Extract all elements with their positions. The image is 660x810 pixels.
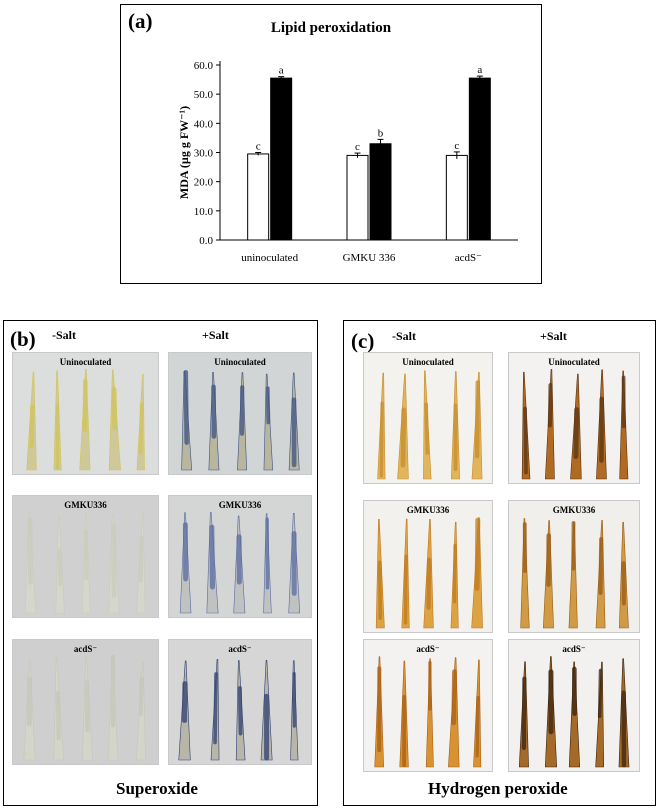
- column-header-minus-salt: -Salt: [392, 329, 416, 343]
- lipid-peroxidation-chart: 0.0 10.0 20.0 30.0 40.0 50.0 60.0 MDA (µg g FW⁻…: [177, 60, 518, 264]
- leaf-stain: [426, 557, 432, 610]
- leaf-stain: [213, 672, 218, 745]
- bar: [369, 143, 392, 241]
- significance-letter: a: [279, 65, 284, 77]
- x-tick-label: acdS⁻: [455, 252, 482, 264]
- significance-letter: b: [378, 127, 384, 139]
- photo-label: Uninoculated: [59, 357, 112, 367]
- leaf-photo: acdS⁻: [508, 639, 640, 772]
- leaf-stain: [424, 402, 429, 455]
- leaf-stain: [111, 523, 117, 599]
- panel-a-label: (a): [128, 9, 153, 33]
- leaf-stain: [111, 386, 118, 431]
- leaf-photo: Uninoculated: [12, 352, 159, 475]
- column-header-plus-salt: +Salt: [540, 329, 567, 343]
- leaf-stain: [475, 695, 480, 758]
- leaf-stain: [237, 686, 243, 736]
- bar: [468, 77, 491, 241]
- photo-label: GMKU336: [64, 500, 107, 510]
- leaf-photo: acdS⁻: [168, 639, 312, 765]
- leaf-stain: [523, 406, 528, 475]
- superoxide-label: Superoxide: [116, 779, 198, 798]
- photo-label: Uninoculated: [548, 357, 600, 367]
- panel-a: (a) Lipid peroxidation 0.0 10.0 20.0 30.0 40…: [120, 4, 542, 284]
- y-tick-label: 60.0: [194, 60, 214, 72]
- bar: [270, 77, 293, 241]
- leaf-stain: [474, 517, 481, 591]
- panel-c: (c) -Salt +Salt Uninoculated Uninoculate…: [343, 320, 656, 806]
- significance-letter: a: [477, 64, 482, 76]
- y-tick-label: 20.0: [194, 177, 214, 189]
- leaf-photo: GMKU336: [363, 500, 493, 633]
- photo-label: acdS⁻: [562, 644, 586, 654]
- leaf-stain: [138, 676, 144, 717]
- leaf-stain: [209, 524, 216, 590]
- chart-title: Lipid peroxidation: [270, 20, 392, 36]
- leaf-photo: Uninoculated: [363, 352, 493, 484]
- leaf-stain: [29, 404, 35, 449]
- y-tick-label: 0.0: [199, 235, 213, 247]
- photo-label: acdS⁻: [416, 644, 440, 654]
- leaf-stain: [474, 380, 481, 459]
- hydrogen-peroxide-label: Hydrogen peroxide: [428, 779, 568, 798]
- leaf-stain: [265, 386, 271, 425]
- leaf-stain: [451, 669, 457, 726]
- leaf-stain: [183, 370, 189, 445]
- significance-letter: c: [454, 140, 459, 152]
- leaf-photo: GMKU336: [12, 495, 159, 618]
- leaf-photo: Uninoculated: [168, 352, 312, 475]
- leaf-stain: [573, 407, 580, 459]
- leaf-stain: [138, 536, 144, 583]
- column-header-plus-salt: +Salt: [202, 328, 229, 342]
- y-tick-label: 50.0: [194, 89, 214, 101]
- leaf-stain: [57, 548, 63, 586]
- leaf-stain: [139, 402, 144, 455]
- panel-b: (b) -Salt +Salt Uninoculated Uninoculate…: [3, 320, 318, 806]
- panel-b-label: (b): [10, 327, 36, 351]
- bar: [445, 154, 468, 241]
- leaf-stain: [547, 382, 553, 428]
- leaf-photo: acdS⁻: [363, 639, 493, 772]
- significance-letter: c: [355, 141, 360, 153]
- leaf-stain: [55, 690, 61, 741]
- x-tick-label: uninoculated: [241, 252, 298, 264]
- leaf-stain: [379, 401, 384, 478]
- leaf-stain: [597, 668, 603, 719]
- leaf-photo: GMKU336: [168, 495, 312, 618]
- y-tick-label: 40.0: [194, 118, 214, 130]
- y-tick-label: 30.0: [194, 148, 214, 160]
- column-header-minus-salt: -Salt: [52, 328, 76, 342]
- photo-label: Uninoculated: [214, 357, 266, 367]
- leaf-stain: [400, 407, 407, 468]
- y-axis-label: MDA (µg g FW⁻¹): [177, 106, 191, 199]
- panel-c-label: (c): [351, 329, 375, 353]
- photo-label: Uninoculated: [402, 357, 454, 367]
- photo-label: GMKU336: [552, 505, 596, 515]
- photo-label: GMKU336: [218, 500, 262, 510]
- leaf-photo: Uninoculated: [508, 352, 640, 484]
- y-tick-label: 10.0: [194, 206, 214, 218]
- leaf-stain: [377, 560, 383, 621]
- leaf-stain: [84, 680, 90, 733]
- leaf-stain: [598, 537, 604, 595]
- x-tick-label: GMKU 336: [343, 252, 396, 264]
- bar: [346, 154, 369, 241]
- photo-label: acdS⁻: [228, 644, 252, 654]
- bar: [247, 153, 270, 241]
- leaf: [520, 518, 530, 629]
- significance-letter: c: [256, 141, 261, 153]
- leaf-photo: acdS⁻: [12, 639, 159, 765]
- leaf-stain: [27, 517, 33, 585]
- photo-label: GMKU336: [406, 505, 450, 515]
- photo-label: acdS⁻: [73, 644, 98, 654]
- leaf-photo: GMKU336: [508, 500, 640, 633]
